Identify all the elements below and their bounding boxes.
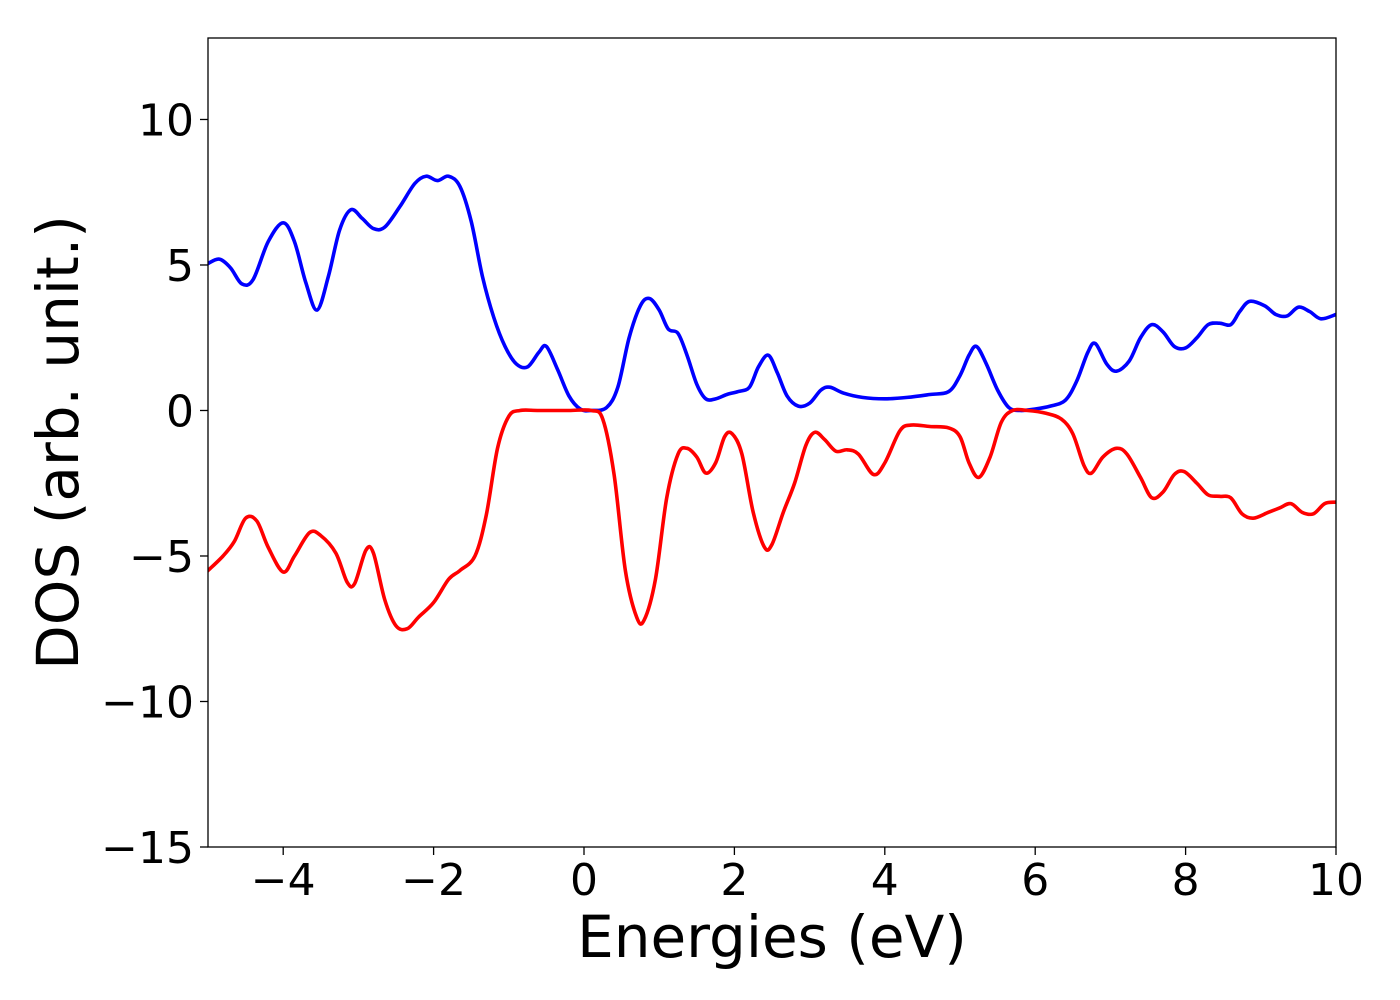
plot-lines xyxy=(208,174,1336,632)
plot-frame xyxy=(207,37,1337,848)
x-tick-label: 8 xyxy=(1172,855,1200,906)
y-tick-label: 10 xyxy=(138,95,194,146)
y-tick-label: −15 xyxy=(101,823,194,874)
x-tick-label: 0 xyxy=(570,855,598,906)
x-tick-label: −4 xyxy=(251,855,316,906)
dos-line-red xyxy=(208,407,1336,632)
y-tick-label: 5 xyxy=(166,241,194,292)
y-axis-title: DOS (arb. unit.) xyxy=(24,215,92,670)
x-tick-label: 6 xyxy=(1021,855,1049,906)
axis-ticks: −4 −2 0 2 4 6 8 10 −15 −10 −5 0 5 10 xyxy=(101,95,1364,906)
x-axis-title: Energies (eV) xyxy=(577,903,967,971)
dos-line-blue xyxy=(208,174,1336,413)
x-tick-label: −2 xyxy=(401,855,466,906)
x-tick-label: 10 xyxy=(1308,855,1364,906)
y-tick-label: 0 xyxy=(166,386,194,437)
y-tick-label: −10 xyxy=(101,677,194,728)
x-tick-label: 2 xyxy=(720,855,748,906)
y-tick-label: −5 xyxy=(129,532,194,583)
x-tick-label: 4 xyxy=(871,855,899,906)
